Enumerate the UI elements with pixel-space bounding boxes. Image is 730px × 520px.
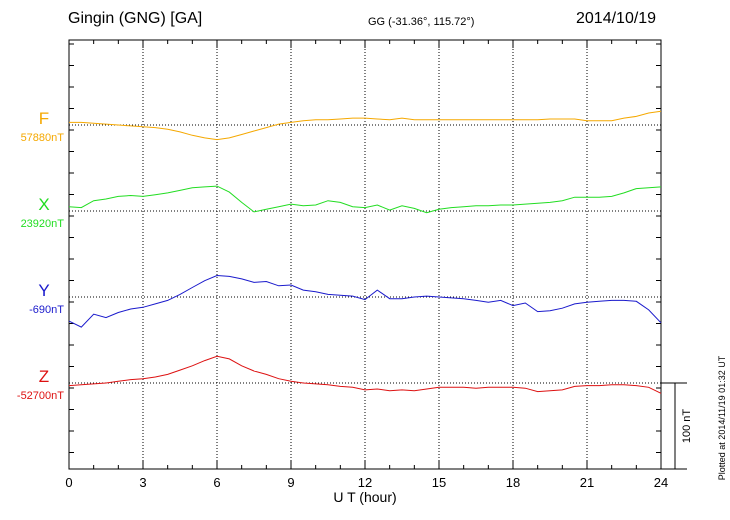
series-name-f: F <box>39 109 49 128</box>
series-line-x <box>68 185 662 214</box>
series-baseline-f: 57880nT <box>21 132 65 144</box>
series-name-z: Z <box>39 367 49 386</box>
series-line-f <box>69 110 662 141</box>
plotted-timestamp: Plotted at 2014/11/19 01:32 UT <box>717 355 727 481</box>
x-tick-label: 18 <box>506 475 520 490</box>
series-line-z <box>68 355 662 394</box>
x-tick-label: 15 <box>432 475 446 490</box>
series-line-y <box>68 274 662 328</box>
series-baseline-z: -52700nT <box>17 390 64 402</box>
x-tick-label: 24 <box>654 475 668 490</box>
series-baseline-x: 23920nT <box>21 218 65 230</box>
x-tick-label: 0 <box>65 475 72 490</box>
series-baseline-y: -690nT <box>29 304 64 316</box>
station-title: Gingin (GNG) [GA] <box>68 10 203 27</box>
x-tick-label: 3 <box>139 475 146 490</box>
x-tick-label: 12 <box>358 475 372 490</box>
plot-frame <box>68 39 662 470</box>
station-coordinates: GG (-31.36°, 115.72°) <box>368 16 475 28</box>
series-name-y: Y <box>38 281 49 300</box>
x-tick-label: 9 <box>287 475 294 490</box>
x-axis-label: U T (hour) <box>333 489 397 505</box>
plot-date: 2014/10/19 <box>576 10 657 27</box>
x-tick-label: 21 <box>580 475 594 490</box>
scale-bar-label: 100 nT <box>681 409 693 444</box>
series-name-x: X <box>38 195 49 214</box>
x-tick-label: 6 <box>213 475 220 490</box>
